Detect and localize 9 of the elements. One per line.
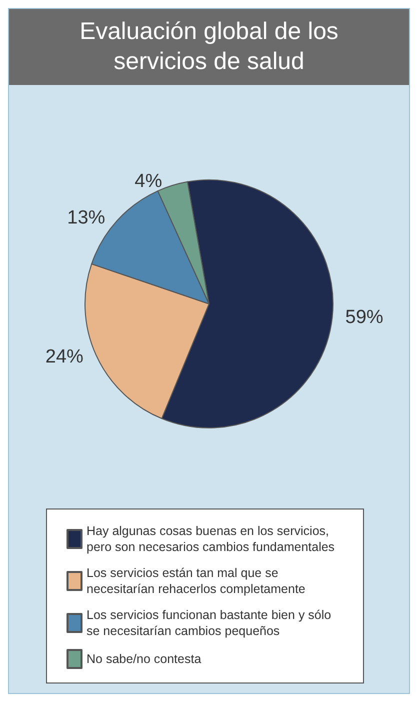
legend-label: Los servicios están tan mal que se necesitarían rehacerlos completamente	[86, 566, 306, 596]
chart-title: Evaluación global de los servicios de salud	[9, 9, 409, 85]
data-label: 13%	[67, 207, 106, 228]
legend-label: No sabe/no contesta	[86, 652, 202, 666]
data-label: 59%	[345, 307, 384, 328]
data-label: 4%	[134, 171, 162, 192]
legend-label: Los servicios funcionan bastante bien y sólo se necesitarían cambios pequeños	[86, 608, 335, 638]
legend-label: Hay algunas cosas buenas en los servicios, pero son necesarios cambios fundamentales	[86, 524, 335, 554]
data-label: 24%	[45, 346, 84, 368]
